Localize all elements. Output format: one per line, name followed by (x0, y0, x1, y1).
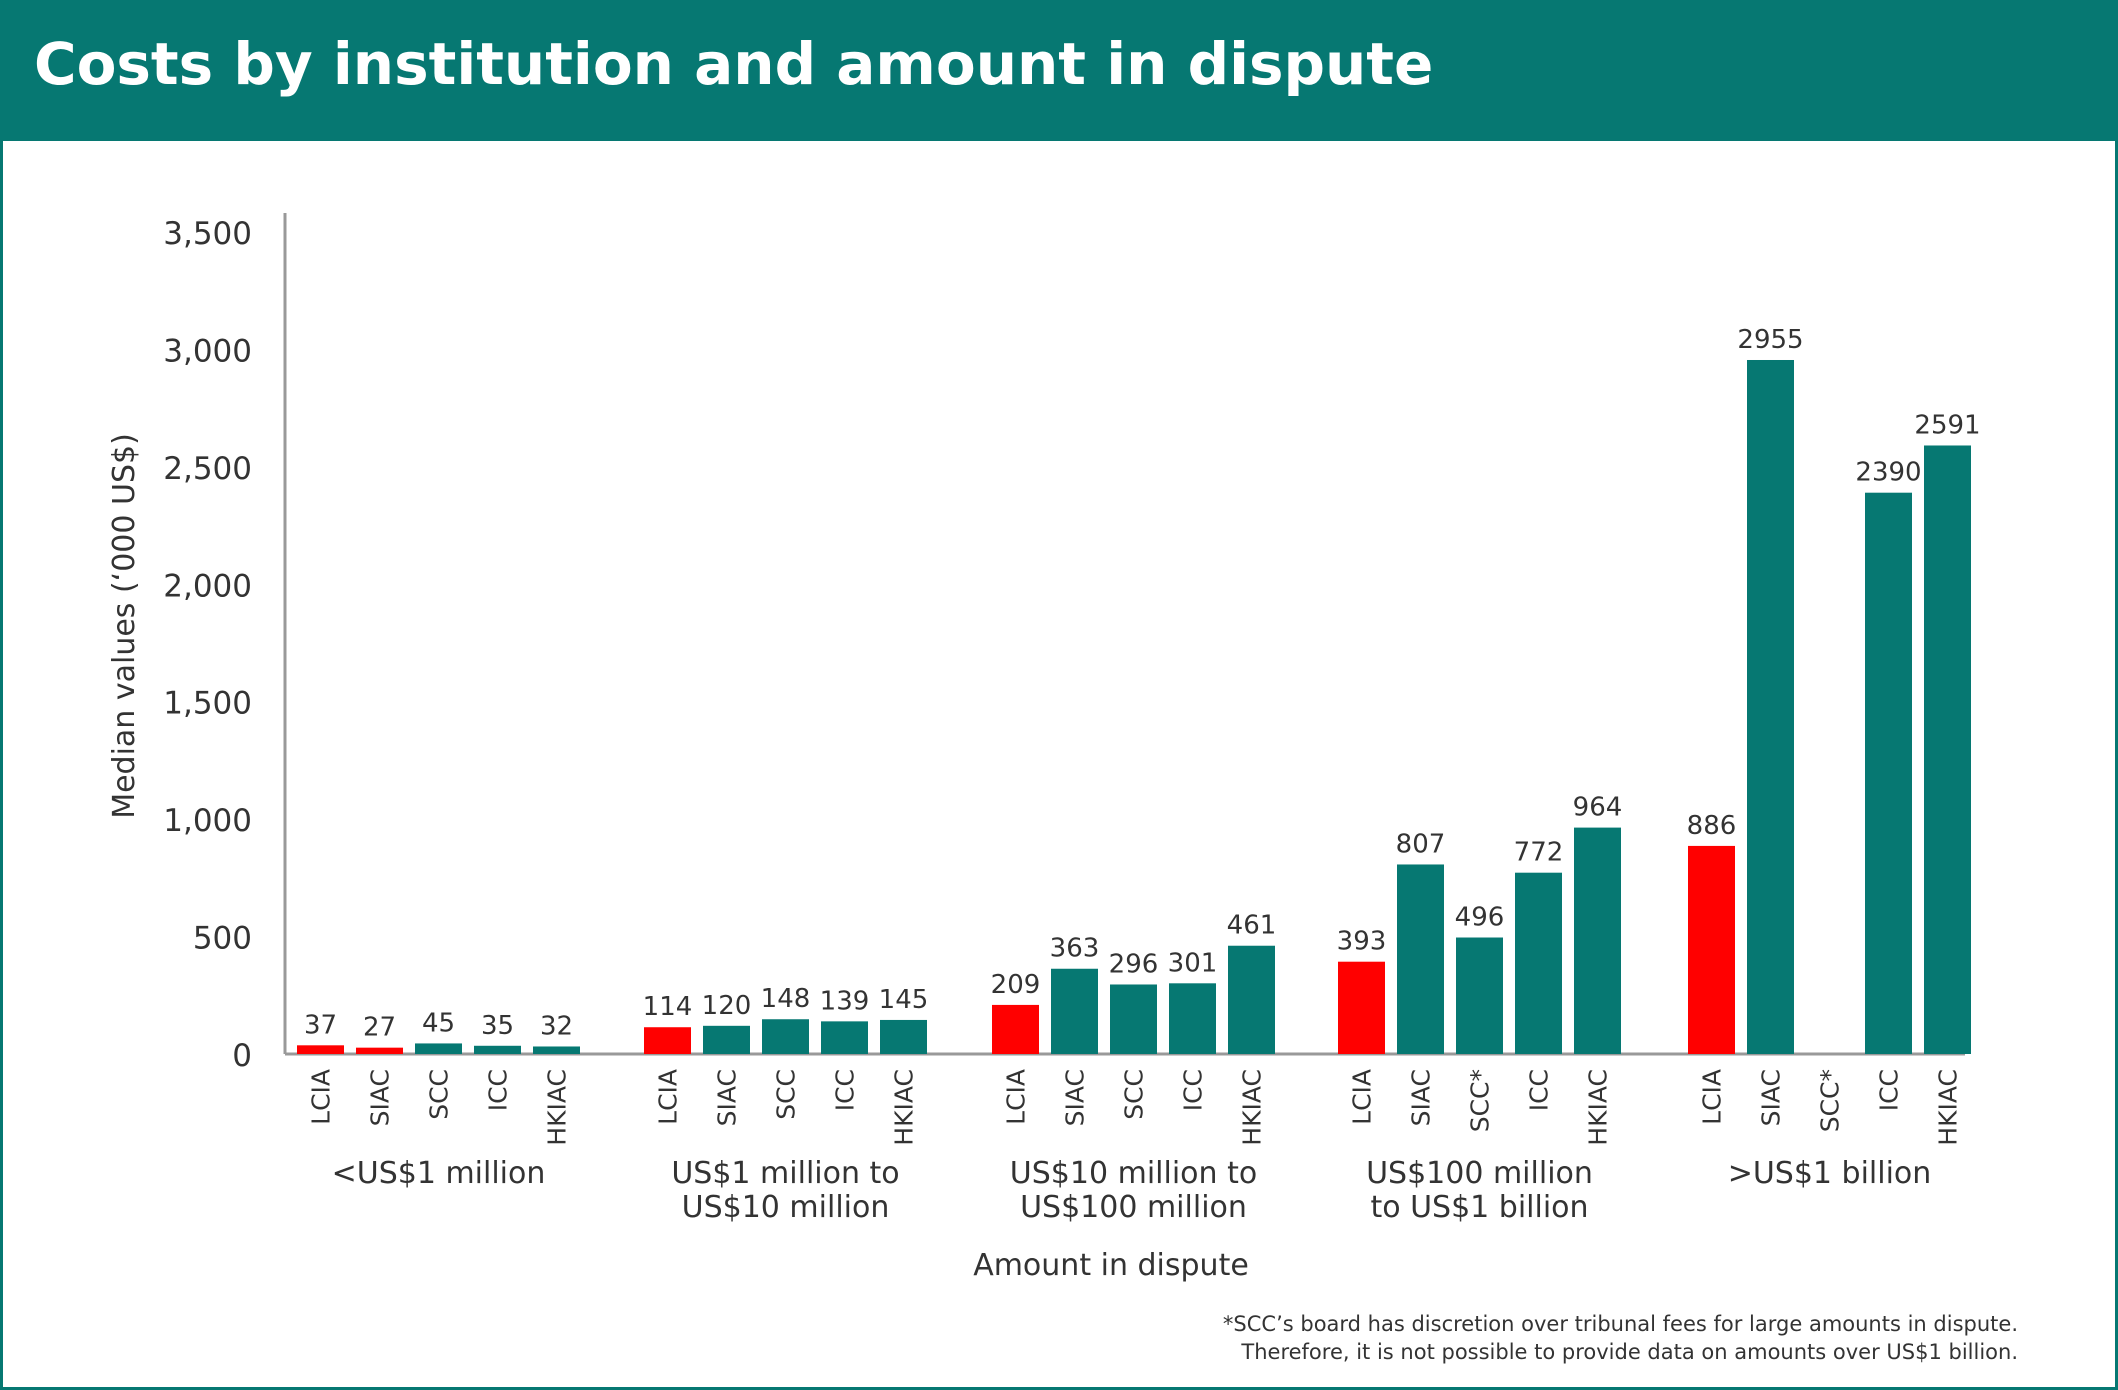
y-tick-label: 500 (193, 921, 252, 957)
data-label: 363 (1050, 934, 1100, 964)
data-label: 27 (363, 1013, 396, 1043)
bar (1456, 937, 1503, 1054)
institution-label: SCC* (1816, 1069, 1845, 1132)
data-label: 301 (1168, 948, 1218, 978)
institution-label: SIAC (1757, 1069, 1786, 1126)
data-label: 114 (643, 992, 693, 1022)
y-tick-label: 3,500 (163, 216, 252, 252)
institution-label: HKIAC (1934, 1069, 1963, 1146)
bar (1515, 872, 1562, 1054)
data-label: 209 (991, 970, 1041, 1000)
institution-label: HKIAC (890, 1069, 919, 1146)
bar (297, 1045, 344, 1054)
data-label: 148 (761, 984, 811, 1014)
group-label: to US$1 billion (1370, 1190, 1588, 1225)
group-label: US$10 million to (1010, 1156, 1257, 1191)
institution-label: ICC (484, 1069, 513, 1111)
chart-title: Costs by institution and amount in dispu… (34, 30, 1434, 98)
institution-label: SCC (1120, 1069, 1149, 1120)
bar (1110, 984, 1157, 1054)
footnote-line-2: Therefore, it is not possible to provide… (1241, 1340, 2018, 1364)
institution-label: HKIAC (1584, 1069, 1613, 1146)
institution-label: LCIA (307, 1069, 336, 1125)
bar (880, 1019, 927, 1054)
group-label: >US$1 billion (1728, 1156, 1932, 1191)
data-label: 461 (1227, 911, 1277, 941)
institution-label: SIAC (366, 1069, 395, 1126)
institution-label: LCIA (1698, 1069, 1727, 1125)
header-banner: Costs by institution and amount in dispu… (0, 0, 2118, 141)
bar (1865, 492, 1912, 1055)
bar (1574, 827, 1621, 1054)
institution-label: SIAC (1407, 1069, 1436, 1126)
data-label: 35 (481, 1011, 514, 1041)
group-label: <US$1 million (332, 1156, 546, 1191)
x-axis-title: Amount in dispute (973, 1248, 1249, 1283)
bar (644, 1027, 691, 1054)
institution-label: LCIA (1002, 1069, 1031, 1125)
data-label: 37 (304, 1010, 337, 1040)
data-label: 296 (1109, 949, 1159, 979)
bar (533, 1046, 580, 1054)
bar (821, 1021, 868, 1054)
group-label: US$1 million to (671, 1156, 899, 1191)
data-label: 120 (702, 991, 752, 1021)
institution-label: ICC (831, 1069, 860, 1111)
y-tick-label: 2,000 (163, 568, 252, 604)
footnote-line-1: *SCC’s board has discretion over tribuna… (1222, 1312, 2018, 1336)
bar (1338, 961, 1385, 1054)
data-label: 32 (540, 1011, 573, 1041)
footnote: *SCC’s board has discretion over tribuna… (1223, 1310, 2018, 1366)
y-tick-label: 0 (232, 1038, 252, 1074)
y-tick-label: 1,000 (163, 803, 252, 839)
institution-label: HKIAC (543, 1069, 572, 1146)
bar (762, 1019, 809, 1054)
institution-label: SIAC (1061, 1069, 1090, 1126)
data-label: 772 (1514, 838, 1564, 868)
y-tick-label: 1,500 (163, 686, 252, 722)
bar (1051, 968, 1098, 1054)
institution-label: SCC* (1466, 1069, 1495, 1132)
y-tick-label: 3,000 (163, 333, 252, 369)
institution-label: SCC (425, 1069, 454, 1120)
data-label: 2591 (1914, 410, 1980, 440)
bar (992, 1004, 1039, 1054)
bar (356, 1047, 403, 1054)
institution-label: SIAC (713, 1069, 742, 1126)
bar (1924, 445, 1971, 1055)
y-tick-label: 2,500 (163, 451, 252, 487)
bar (1397, 864, 1444, 1054)
institution-label: HKIAC (1238, 1069, 1267, 1146)
bar (703, 1025, 750, 1054)
data-label: 2955 (1737, 325, 1803, 355)
bar (474, 1045, 521, 1054)
institution-label: LCIA (654, 1069, 683, 1125)
data-label: 139 (820, 986, 870, 1016)
y-axis-title: Median values (‘000 US$) (107, 433, 142, 819)
bar (1169, 983, 1216, 1054)
data-label: 964 (1573, 793, 1623, 823)
institution-label: SCC (772, 1069, 801, 1120)
data-label: 807 (1396, 829, 1446, 859)
group-label: US$10 million (682, 1190, 890, 1225)
data-label: 393 (1337, 927, 1387, 957)
group-label: US$100 million (1020, 1190, 1247, 1225)
data-label: 2390 (1855, 458, 1921, 488)
data-label: 496 (1455, 903, 1505, 933)
institution-label: ICC (1179, 1069, 1208, 1111)
data-label: 886 (1687, 811, 1737, 841)
group-label: US$100 million (1366, 1156, 1593, 1191)
bar (1228, 945, 1275, 1054)
institution-label: ICC (1875, 1069, 1904, 1111)
bar (1688, 845, 1735, 1054)
institution-label: ICC (1525, 1069, 1554, 1111)
bar (1747, 359, 1794, 1054)
institution-label: LCIA (1348, 1069, 1377, 1125)
data-label: 45 (422, 1008, 455, 1038)
bar (415, 1043, 462, 1054)
data-label: 145 (879, 985, 929, 1015)
